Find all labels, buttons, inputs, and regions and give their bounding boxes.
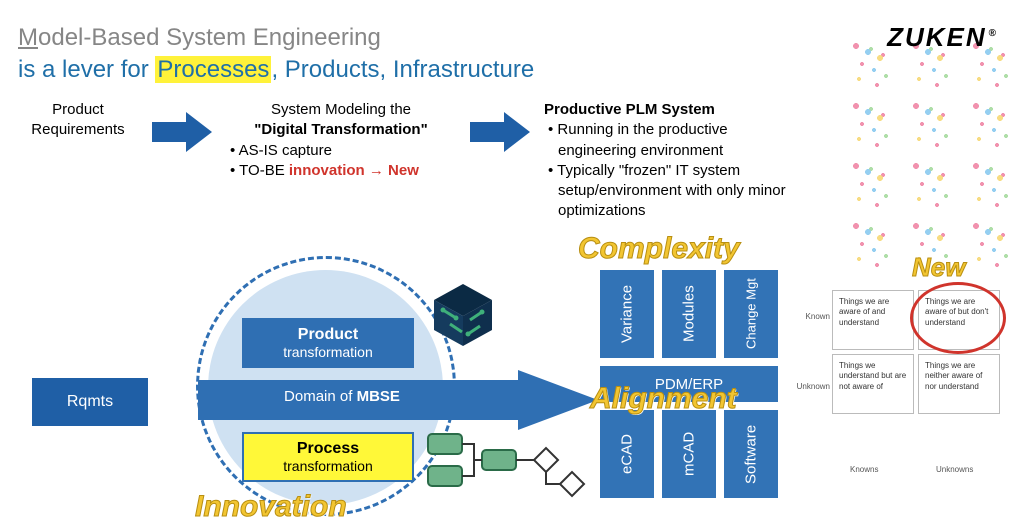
- rqmts-box: Rqmts: [32, 378, 148, 426]
- title-line-1: Model-Based System Engineering: [18, 24, 534, 52]
- pillar-bot-ecad: eCAD: [600, 410, 654, 498]
- flow-mod-l2: "Digital Transformation": [226, 120, 456, 140]
- decorative-dots: [844, 40, 1024, 280]
- title-underline-m: M: [18, 24, 38, 51]
- proc-l2: transformation: [244, 458, 412, 474]
- flow-plm-b2: Typically "frozen" IT system setup/envir…: [558, 161, 804, 222]
- known-unknown-quadrant: Known Unknown Things we are aware of and…: [832, 290, 1008, 460]
- title-rest-1: odel-Based System Engineering: [38, 24, 381, 51]
- flow-arrow-2: [470, 112, 530, 152]
- title-post-2: , Products, Infrastructure: [271, 56, 534, 83]
- flow-mod-b2: TO-BE innovation → New: [240, 161, 456, 181]
- process-transformation-box: Process transformation: [242, 432, 414, 482]
- flow-col-requirements: Product Requirements: [18, 100, 138, 141]
- quad-cell-1: Things we are aware of and understand: [832, 290, 914, 350]
- prod-l1: Product: [242, 326, 414, 344]
- mbse-diagram: Rqmts Domain of MBSE Product transformat…: [18, 260, 658, 520]
- quad-row-known: Known: [792, 312, 830, 321]
- mbse-domain-pre: Domain of: [284, 388, 357, 405]
- brand-logo: ZUKEN: [887, 22, 998, 53]
- quad-cell-4: Things we are neither aware of nor under…: [918, 354, 1000, 414]
- title-line-2: is a lever for Processes, Products, Infr…: [18, 56, 534, 84]
- flow-mod-l1: System Modeling the: [226, 100, 456, 120]
- pillar-top-modules: Modules: [662, 270, 716, 358]
- pillar-mid-pdm: PDM/ERP: [600, 366, 778, 402]
- flow-plm-b1: Running in the productive engineering en…: [558, 120, 804, 161]
- quad-circle-highlight: [910, 282, 1006, 354]
- flow-arrow-1: [152, 112, 212, 152]
- flow-mod-b2-pre: TO-BE: [239, 162, 289, 179]
- title-pre-2: is a lever for: [18, 56, 155, 83]
- quad-col-knowns: Knowns: [850, 465, 878, 474]
- product-cube-icon: [428, 280, 498, 350]
- pillar-bot-mcad: mCAD: [662, 410, 716, 498]
- mbse-oval: Domain of MBSE Product transformation Pr…: [168, 260, 498, 520]
- top-flow-row: Product Requirements System Modeling the…: [18, 100, 824, 222]
- flow-mod-b2-red: innovation → New: [289, 162, 419, 179]
- process-flow-icon: [426, 432, 586, 512]
- flow-req-l2: Requirements: [18, 120, 138, 140]
- mbse-domain-bold: MBSE: [357, 388, 400, 405]
- flow-mod-b1: AS-IS capture: [240, 141, 456, 161]
- mbse-domain-label: Domain of MBSE: [242, 388, 442, 405]
- flow-plm-head: Productive PLM System: [544, 100, 804, 120]
- title-highlight: Processes: [155, 56, 271, 83]
- proc-l1: Process: [244, 440, 412, 458]
- pillar-chart: Variance Modules Change Mgt PDM/ERP eCAD…: [600, 270, 810, 510]
- slide-title: Model-Based System Engineering is a leve…: [18, 24, 534, 84]
- quad-row-unknown: Unknown: [792, 382, 830, 391]
- product-transformation-box: Product transformation: [242, 318, 414, 368]
- quad-col-unknowns: Unknowns: [936, 465, 973, 474]
- flow-col-plm: Productive PLM System Running in the pro…: [544, 100, 804, 222]
- flow-req-l1: Product: [18, 100, 138, 120]
- pillar-bot-software: Software: [724, 410, 778, 498]
- prod-l2: transformation: [242, 344, 414, 360]
- pillar-top-variance: Variance: [600, 270, 654, 358]
- pillar-top-change: Change Mgt: [724, 270, 778, 358]
- overlay-new: New: [912, 252, 965, 283]
- flow-col-modeling: System Modeling the "Digital Transformat…: [226, 100, 456, 181]
- quad-cell-3: Things we understand but are not aware o…: [832, 354, 914, 414]
